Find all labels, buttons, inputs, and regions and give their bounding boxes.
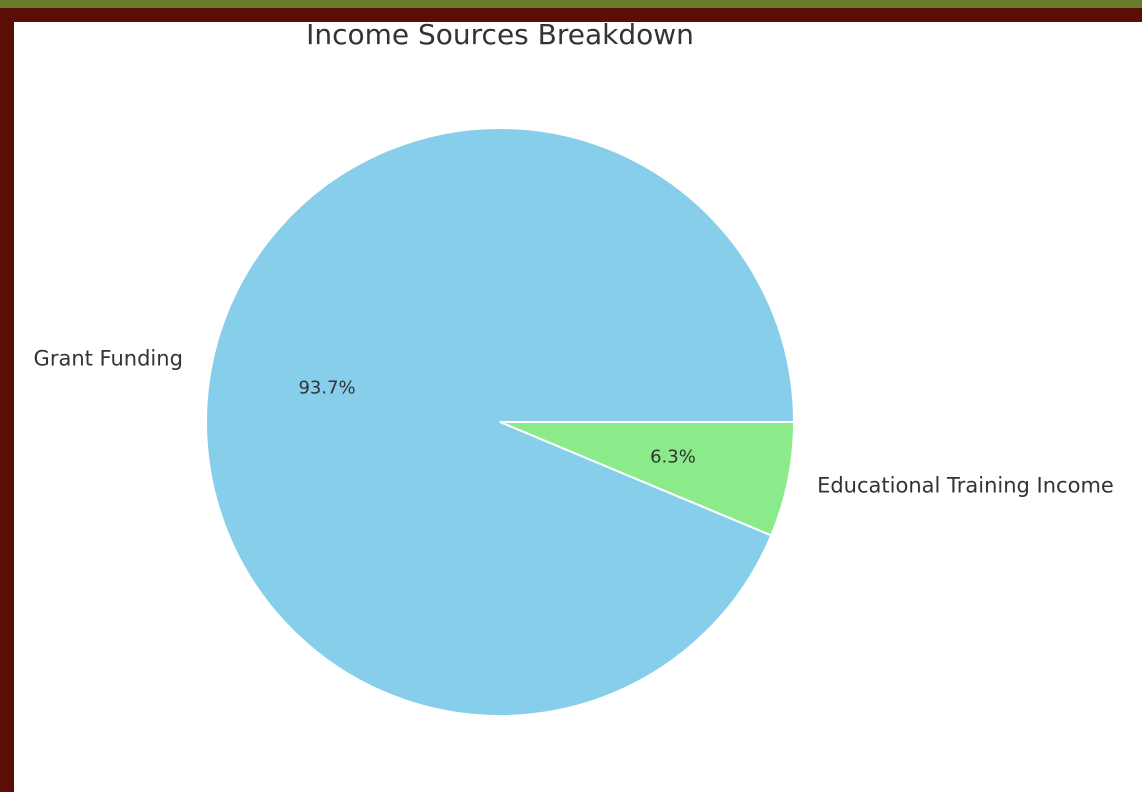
- pie-slice-educational-training-income: [499, 421, 796, 537]
- chart-canvas: Income Sources Breakdown Grant Funding 93…: [14, 22, 1142, 792]
- pie-labels: Grant Funding 93.7% Educational Training I…: [34, 346, 1114, 497]
- slice-percent-educational-training-income: 6.3%: [650, 447, 696, 468]
- slice-label-grant-funding: Grant Funding: [34, 346, 183, 370]
- slice-label-educational-training-income: Educational Training Income: [817, 474, 1114, 498]
- chart-frame: Income Sources Breakdown Grant Funding 93…: [0, 8, 1142, 792]
- pie-slices: [205, 127, 796, 717]
- slice-percent-grant-funding: 93.7%: [298, 377, 355, 398]
- chart-title: Income Sources Breakdown: [306, 22, 694, 51]
- pie-chart: Income Sources Breakdown Grant Funding 93…: [34, 22, 1114, 717]
